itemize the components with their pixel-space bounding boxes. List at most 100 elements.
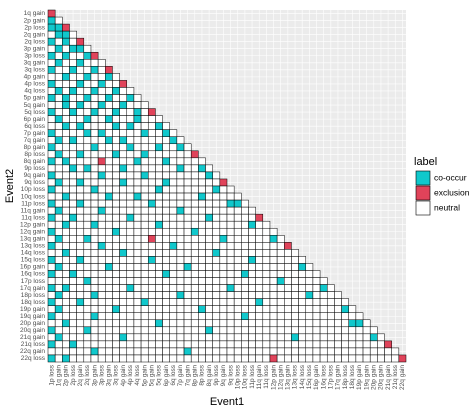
cell (326, 354, 335, 363)
cell (83, 249, 92, 257)
cell (198, 192, 206, 201)
x-tick-label: 1q gain (55, 365, 62, 387)
cell (90, 143, 99, 152)
cell (162, 340, 170, 349)
y-tick-label: 2p gain (24, 17, 46, 24)
cell (162, 249, 170, 257)
cell (212, 220, 221, 229)
x-tick-label: 18p loss (342, 364, 349, 389)
cell (90, 206, 99, 215)
y-tick-label: 13q gain (20, 236, 45, 243)
cell (155, 277, 163, 285)
x-tick-label: 2q gain (77, 365, 84, 387)
cell (190, 333, 199, 342)
cell (155, 270, 163, 278)
cell (226, 298, 235, 306)
cell (112, 199, 120, 208)
cell (162, 206, 170, 215)
cell (362, 333, 371, 342)
cell (112, 312, 120, 321)
cell (248, 333, 256, 342)
y-tick-label: 7q gain (24, 137, 46, 144)
cell (355, 312, 364, 321)
cell (62, 312, 70, 321)
cell (305, 319, 314, 328)
legend-label: neutral (434, 202, 460, 212)
cell (147, 157, 156, 166)
cell (126, 333, 135, 342)
cell (248, 291, 256, 299)
cell (176, 249, 185, 257)
cell (183, 235, 192, 243)
cell (255, 242, 264, 250)
cell (241, 298, 249, 306)
cell (62, 136, 70, 145)
cell (76, 129, 85, 137)
cell (90, 277, 99, 285)
cell (119, 101, 128, 109)
cell (69, 291, 77, 299)
cell (47, 227, 56, 236)
cell (47, 44, 56, 53)
cell (105, 249, 113, 257)
cell (119, 256, 128, 264)
cell (190, 185, 199, 194)
cell (190, 192, 199, 201)
cell (255, 256, 264, 264)
cell (255, 340, 264, 349)
cell (69, 87, 77, 95)
cell (334, 354, 342, 363)
cell (276, 256, 285, 264)
cell (334, 319, 342, 328)
cell (169, 256, 178, 264)
cell (105, 277, 113, 285)
cell (126, 284, 135, 292)
cell (312, 312, 321, 321)
cell (97, 59, 106, 67)
cell (119, 213, 128, 222)
cell (269, 354, 278, 363)
cell (326, 298, 335, 306)
cell (47, 150, 56, 159)
cell (133, 220, 142, 229)
cell (112, 249, 120, 257)
cell (83, 291, 92, 299)
cell (126, 277, 135, 285)
cell (212, 291, 221, 299)
cell (90, 319, 99, 328)
cell (198, 291, 206, 299)
cell (105, 115, 113, 123)
cell (219, 298, 228, 306)
cell (97, 305, 106, 313)
cell (162, 150, 170, 159)
cell (90, 242, 99, 250)
cell (140, 340, 149, 349)
cell (97, 157, 106, 166)
cell (241, 277, 249, 285)
cell (233, 340, 242, 349)
cell (298, 270, 307, 278)
cell (198, 235, 206, 243)
cell (133, 108, 142, 116)
cell (198, 354, 206, 363)
y-tick-label: 12p gain (20, 221, 45, 228)
cell (69, 277, 77, 285)
cell (284, 319, 292, 328)
cell (190, 347, 199, 356)
cell (97, 298, 106, 306)
cell (140, 164, 149, 173)
cell (54, 37, 63, 46)
cell (312, 277, 321, 285)
cell (47, 73, 56, 81)
cell (262, 235, 271, 243)
cell (76, 347, 85, 356)
y-tick-label: 16p gain (20, 264, 45, 271)
cell (219, 312, 228, 321)
y-tick-label: 9q gain (24, 172, 46, 179)
cell (219, 206, 228, 215)
cell (69, 199, 77, 208)
cell (97, 171, 106, 180)
cell (133, 143, 142, 152)
cell (119, 291, 128, 299)
cell (162, 171, 170, 180)
